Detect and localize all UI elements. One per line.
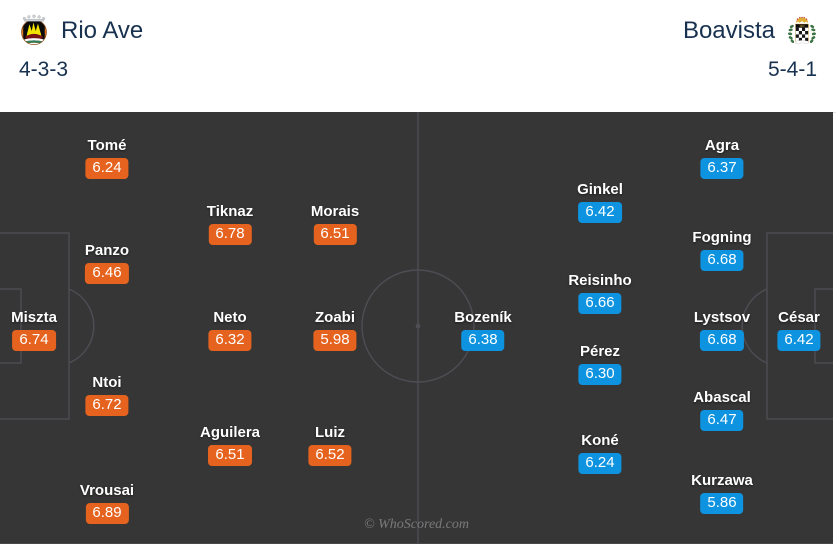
svg-text:1903: 1903 bbox=[799, 26, 805, 28]
